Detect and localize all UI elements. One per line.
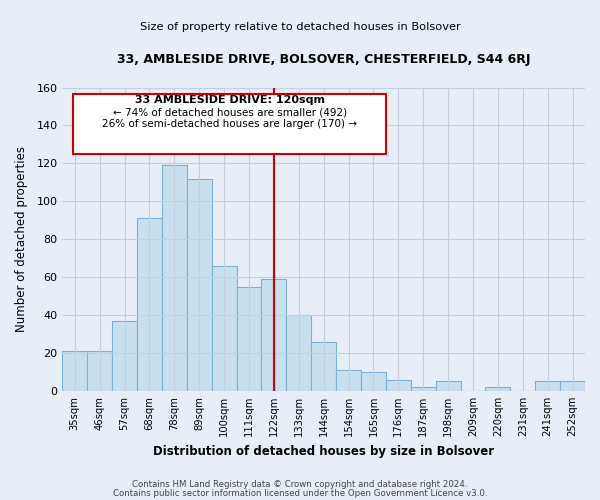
Bar xyxy=(336,370,361,391)
Text: 33 AMBLESIDE DRIVE: 120sqm: 33 AMBLESIDE DRIVE: 120sqm xyxy=(134,95,325,105)
Text: ← 74% of detached houses are smaller (492): ← 74% of detached houses are smaller (49… xyxy=(113,107,347,117)
Bar xyxy=(560,382,585,391)
Bar xyxy=(286,315,311,391)
Bar xyxy=(212,266,236,391)
Bar xyxy=(411,387,436,391)
Bar xyxy=(236,286,262,391)
Bar xyxy=(87,351,112,391)
Y-axis label: Number of detached properties: Number of detached properties xyxy=(15,146,28,332)
Bar xyxy=(187,178,212,391)
Text: Contains public sector information licensed under the Open Government Licence v3: Contains public sector information licen… xyxy=(113,488,487,498)
FancyBboxPatch shape xyxy=(73,94,386,154)
Title: 33, AMBLESIDE DRIVE, BOLSOVER, CHESTERFIELD, S44 6RJ: 33, AMBLESIDE DRIVE, BOLSOVER, CHESTERFI… xyxy=(117,52,530,66)
Bar xyxy=(311,342,336,391)
Bar xyxy=(112,321,137,391)
X-axis label: Distribution of detached houses by size in Bolsover: Distribution of detached houses by size … xyxy=(153,444,494,458)
Bar xyxy=(361,372,386,391)
Text: Size of property relative to detached houses in Bolsover: Size of property relative to detached ho… xyxy=(140,22,460,32)
Bar xyxy=(436,382,461,391)
Bar xyxy=(386,380,411,391)
Bar xyxy=(485,387,511,391)
Bar xyxy=(535,382,560,391)
Bar xyxy=(62,351,87,391)
Bar xyxy=(137,218,162,391)
Text: Contains HM Land Registry data © Crown copyright and database right 2024.: Contains HM Land Registry data © Crown c… xyxy=(132,480,468,489)
Bar xyxy=(262,279,286,391)
Text: 26% of semi-detached houses are larger (170) →: 26% of semi-detached houses are larger (… xyxy=(102,120,357,130)
Bar xyxy=(162,166,187,391)
